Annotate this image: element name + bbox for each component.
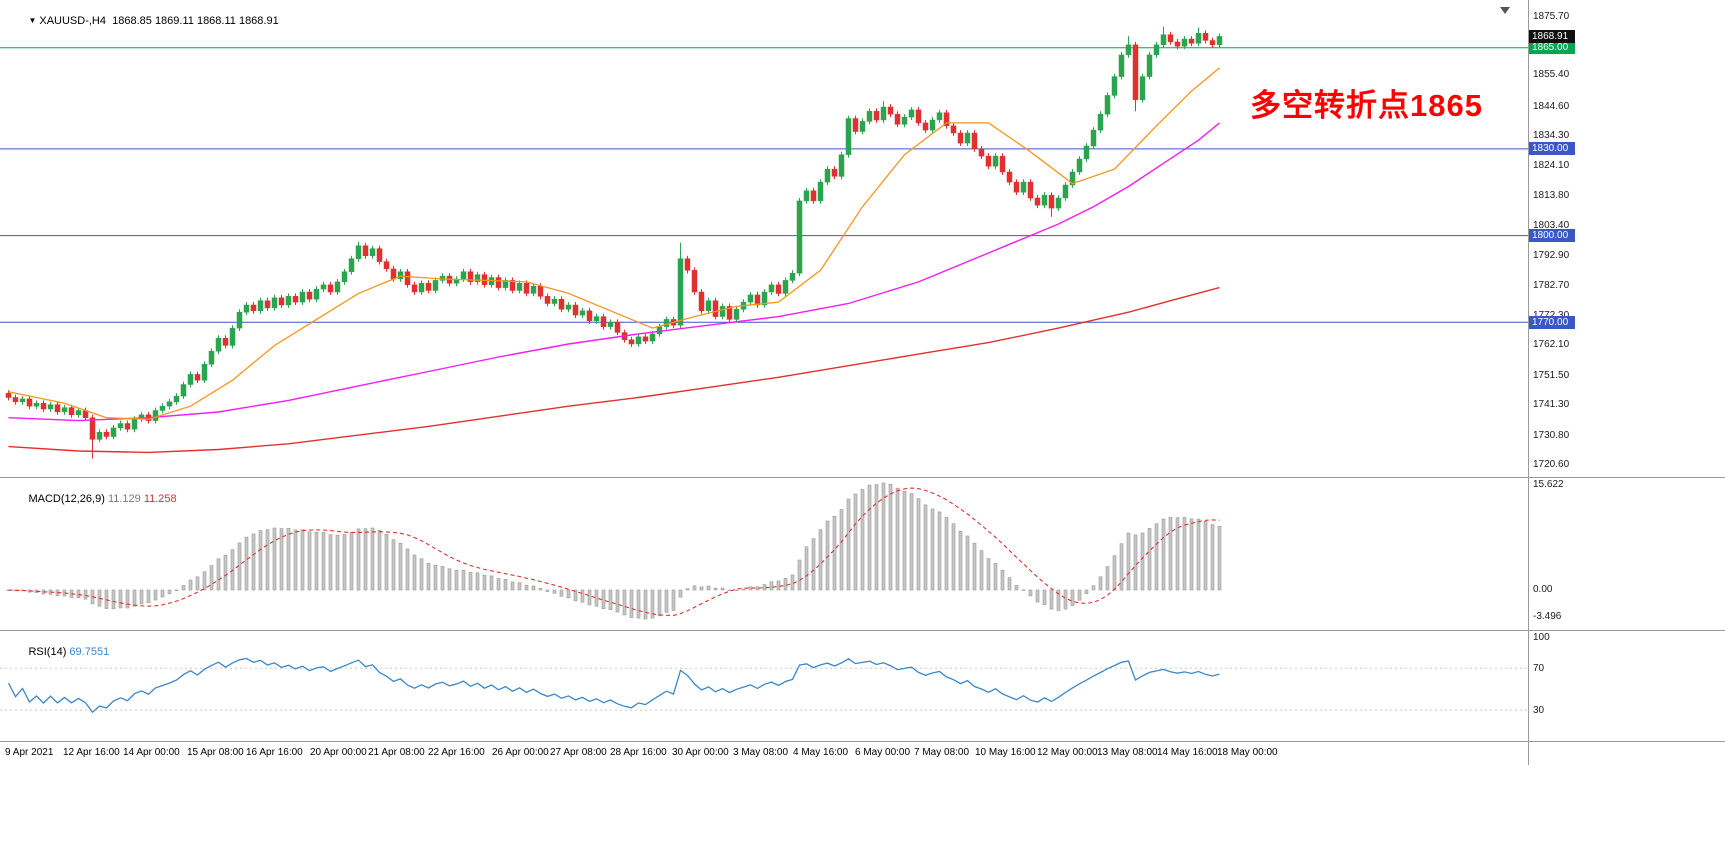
price-line-badge: 1830.00 <box>1529 142 1575 155</box>
time-axis-label: 27 Apr 08:00 <box>550 747 607 758</box>
time-axis-label: 20 Apr 00:00 <box>310 747 367 758</box>
time-axis-label: 26 Apr 00:00 <box>492 747 549 758</box>
ma-slow-line <box>8 286 1220 454</box>
time-axis-label: 22 Apr 16:00 <box>428 747 485 758</box>
candlestick-chart <box>0 26 1528 459</box>
main-price-pane: ▼ XAUUSD-,H4 1868.85 1869.11 1868.11 1868… <box>0 0 1725 478</box>
macd-label-bar: MACD(12,26,9) 11.129 11.258 <box>4 481 177 517</box>
rsi-scale-label: 30 <box>1533 705 1545 716</box>
macd-chart <box>6 482 1222 620</box>
time-axis[interactable]: 9 Apr 2021 12 Apr 16:00 14 Apr 00:00 15 Apr… <box>0 742 1725 765</box>
macd-signal-value: 11.258 <box>143 493 177 505</box>
rsi-chart <box>0 657 1528 714</box>
time-axis-label: 13 May 08:00 <box>1097 747 1158 758</box>
price-axis-label: 1741.30 <box>1533 399 1570 410</box>
rsi-axis[interactable]: 100 70 30 <box>1528 631 1725 741</box>
main-chart-plot[interactable]: ▼ XAUUSD-,H4 1868.85 1869.11 1868.11 1868… <box>0 0 1528 477</box>
time-axis-label: 3 May 08:00 <box>733 747 789 758</box>
time-axis-label: 14 Apr 00:00 <box>123 747 180 758</box>
macd-scale-max: 15.622 <box>1533 479 1564 490</box>
time-axis-label: 12 Apr 16:00 <box>63 747 120 758</box>
price-axis-label: 1803.40 <box>1533 220 1570 231</box>
chart-title-bar: ▼ XAUUSD-,H4 1868.85 1869.11 1868.11 1868… <box>4 3 279 39</box>
price-line-badge: 1770.00 <box>1529 316 1575 329</box>
time-axis-label: 6 May 00:00 <box>855 747 911 758</box>
price-axis-label: 1844.60 <box>1533 101 1570 112</box>
price-axis-label: 1762.10 <box>1533 339 1570 350</box>
ma-fast-line <box>8 67 1220 420</box>
rsi-indicator-label: RSI(14) <box>28 646 67 658</box>
price-axis-label: 1834.30 <box>1533 130 1570 141</box>
chart-shift-marker[interactable] <box>1500 7 1510 14</box>
rsi-line <box>7 657 1220 714</box>
macd-axis[interactable]: 15.622 0.00 -3.496 <box>1528 478 1725 630</box>
symbol-timeframe-label: XAUUSD-,H4 <box>39 15 106 27</box>
time-axis-label: 14 May 16:00 <box>1157 747 1218 758</box>
macd-pane: MACD(12,26,9) 11.129 11.258 15.622 0.00 -3… <box>0 478 1725 631</box>
annotation-text[interactable]: 多空转折点1865 <box>1250 88 1483 123</box>
price-axis-label: 1855.40 <box>1533 69 1570 80</box>
macd-histogram <box>6 482 1222 620</box>
candles-layer <box>5 26 1223 459</box>
time-axis-label: 10 May 16:00 <box>975 747 1036 758</box>
macd-scale-zero: 0.00 <box>1533 584 1553 595</box>
time-axis-corner <box>1528 742 1725 765</box>
price-axis-label: 1720.60 <box>1533 459 1570 470</box>
macd-plot[interactable]: MACD(12,26,9) 11.129 11.258 <box>0 478 1528 630</box>
price-axis-label: 1875.70 <box>1533 11 1570 22</box>
rsi-scale-label: 70 <box>1533 663 1545 674</box>
time-axis-label: 15 Apr 08:00 <box>187 747 244 758</box>
price-line-badge: 1865.00 <box>1529 41 1575 54</box>
price-axis-label: 1813.80 <box>1533 190 1570 201</box>
price-line-badge: 1800.00 <box>1529 229 1575 242</box>
time-axis-label: 16 Apr 16:00 <box>246 747 303 758</box>
time-axis-label: 30 Apr 00:00 <box>672 747 729 758</box>
time-axis-label: 12 May 00:00 <box>1037 747 1098 758</box>
price-axis-label: 1824.10 <box>1533 160 1570 171</box>
price-axis-label: 1751.50 <box>1533 370 1570 381</box>
macd-scale-min: -3.496 <box>1533 611 1562 622</box>
macd-indicator-label: MACD(12,26,9) <box>28 493 105 505</box>
horizontal-price-lines[interactable] <box>0 47 1528 323</box>
ohlc-values: 1868.85 1869.11 1868.11 1868.91 <box>112 15 279 27</box>
macd-main-value: 11.129 <box>107 493 141 505</box>
ma-mid-line <box>8 122 1220 422</box>
rsi-plot[interactable]: RSI(14) 69.7551 <box>0 631 1528 741</box>
time-axis-label: 4 May 16:00 <box>793 747 849 758</box>
chart-dropdown-icon[interactable]: ▼ <box>28 16 37 25</box>
time-axis-label: 21 Apr 08:00 <box>368 747 425 758</box>
rsi-pane: RSI(14) 69.7551 100 70 30 <box>0 631 1725 742</box>
rsi-scale-label: 100 <box>1533 632 1550 643</box>
time-axis-labels: 9 Apr 2021 12 Apr 16:00 14 Apr 00:00 15 Apr… <box>0 742 1528 765</box>
price-axis-label: 1782.70 <box>1533 280 1570 291</box>
bottom-filler <box>0 765 1725 841</box>
rsi-label-bar: RSI(14) 69.7551 <box>4 634 109 670</box>
price-axis-label: 1730.80 <box>1533 430 1570 441</box>
time-axis-label: 9 Apr 2021 <box>5 747 54 758</box>
current-price-badge: 1868.91 <box>1529 30 1575 43</box>
time-axis-label: 7 May 08:00 <box>914 747 970 758</box>
price-axis-label: 1772.30 <box>1533 310 1569 322</box>
time-axis-label: 28 Apr 16:00 <box>610 747 667 758</box>
price-axis[interactable]: 1875.70 1855.40 1844.60 1834.30 1824.10 1813.… <box>1528 0 1725 477</box>
price-axis-label: 1792.90 <box>1533 250 1570 261</box>
rsi-value: 69.7551 <box>69 646 110 658</box>
macd-signal-line <box>8 487 1220 616</box>
rsi-level-lines <box>0 667 1528 711</box>
time-axis-label: 18 May 00:00 <box>1217 747 1278 758</box>
